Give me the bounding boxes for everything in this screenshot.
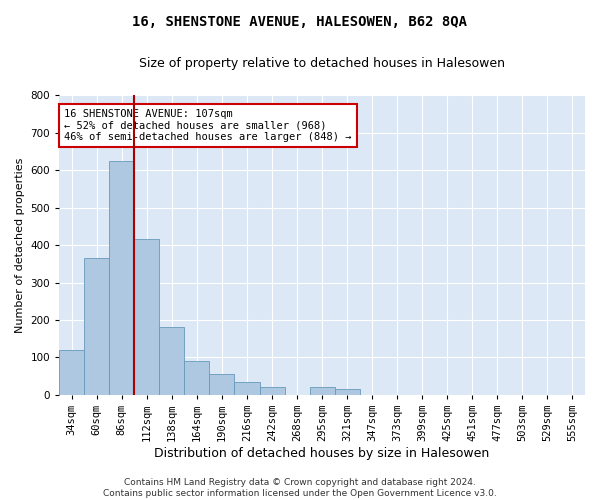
Bar [335, 390, 359, 395]
Bar [109, 161, 134, 395]
Bar [160, 328, 184, 395]
Bar [209, 374, 235, 395]
Text: 16 SHENSTONE AVENUE: 107sqm
← 52% of detached houses are smaller (968)
46% of se: 16 SHENSTONE AVENUE: 107sqm ← 52% of det… [64, 109, 352, 142]
Bar [184, 361, 209, 395]
Y-axis label: Number of detached properties: Number of detached properties [15, 158, 25, 333]
Bar [235, 382, 260, 395]
X-axis label: Distribution of detached houses by size in Halesowen: Distribution of detached houses by size … [154, 447, 490, 460]
Bar [84, 258, 109, 395]
Bar [310, 388, 335, 395]
Text: Contains HM Land Registry data © Crown copyright and database right 2024.
Contai: Contains HM Land Registry data © Crown c… [103, 478, 497, 498]
Title: Size of property relative to detached houses in Halesowen: Size of property relative to detached ho… [139, 58, 505, 70]
Bar [260, 388, 284, 395]
Text: 16, SHENSTONE AVENUE, HALESOWEN, B62 8QA: 16, SHENSTONE AVENUE, HALESOWEN, B62 8QA [133, 15, 467, 29]
Bar [134, 240, 160, 395]
Bar [59, 350, 84, 395]
